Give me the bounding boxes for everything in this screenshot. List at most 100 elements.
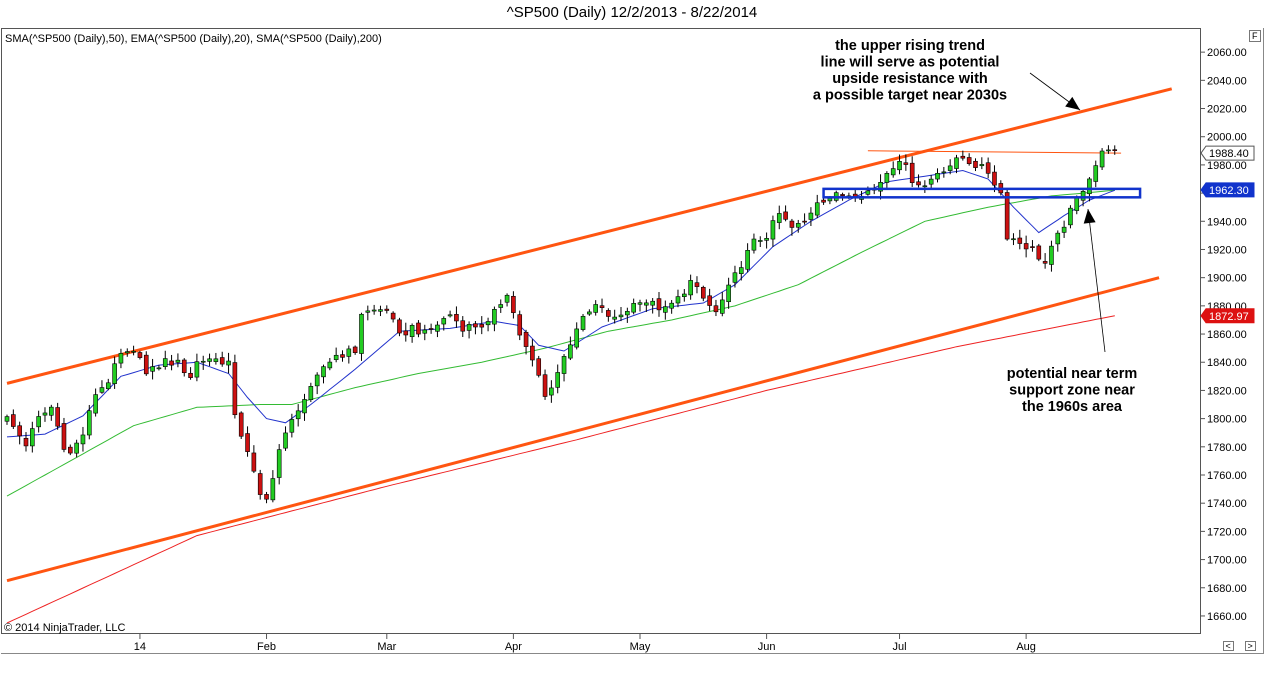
candle[interactable] [700,285,706,302]
candle[interactable] [878,174,883,200]
candle[interactable] [492,306,497,332]
candle[interactable] [466,321,472,339]
candle[interactable] [422,324,428,341]
candle[interactable] [656,292,662,317]
candle[interactable] [308,382,314,403]
candle[interactable] [289,413,295,438]
candle[interactable] [150,358,155,380]
candle[interactable] [650,298,655,314]
candle[interactable] [574,322,580,350]
candle[interactable] [719,291,725,317]
candle[interactable] [757,236,763,248]
candle[interactable] [1099,148,1105,171]
candle[interactable] [808,207,814,227]
candle[interactable] [409,323,415,343]
candle[interactable] [561,354,567,382]
candle[interactable] [973,158,978,172]
support-zone-rect[interactable] [822,187,1142,199]
candle[interactable] [903,154,909,171]
candle[interactable] [1042,253,1048,269]
candle[interactable] [1055,230,1061,252]
candle[interactable] [1023,235,1029,258]
candle[interactable] [783,205,788,222]
candle[interactable] [922,180,928,193]
candle[interactable] [314,372,320,395]
candle[interactable] [207,353,212,367]
candle[interactable] [321,364,326,384]
candle[interactable] [707,288,712,312]
candle[interactable] [517,310,523,341]
candle[interactable] [1011,233,1016,246]
candle[interactable] [359,312,364,361]
candle[interactable] [454,306,459,328]
candle[interactable] [966,153,972,166]
candle[interactable] [175,353,181,368]
candle[interactable] [93,388,98,417]
candle[interactable] [23,432,29,452]
candle[interactable] [213,352,219,365]
candle[interactable] [770,215,776,247]
candle[interactable] [416,320,421,338]
candle[interactable] [688,274,693,300]
candle[interactable] [270,470,276,503]
candle[interactable] [118,348,124,369]
candle[interactable] [1030,240,1035,252]
candle[interactable] [738,261,744,281]
candle[interactable] [593,300,598,316]
candle[interactable] [960,150,966,161]
candle[interactable] [302,393,307,421]
candle[interactable] [644,299,649,312]
candle[interactable] [188,367,193,380]
candle[interactable] [124,348,130,357]
candle[interactable] [55,402,60,430]
candle[interactable] [156,365,162,371]
candle[interactable] [1106,145,1111,154]
candle[interactable] [536,355,542,378]
candle[interactable] [523,329,529,355]
candle[interactable] [36,410,41,433]
candle[interactable] [732,265,738,288]
candle[interactable] [909,156,915,187]
candle[interactable] [428,323,434,334]
candle[interactable] [80,426,86,452]
candle[interactable] [555,364,561,394]
candle[interactable] [625,307,630,323]
candle[interactable] [890,161,896,178]
candle[interactable] [504,293,510,307]
candle[interactable] [954,154,959,174]
candle[interactable] [549,380,554,403]
candle[interactable] [726,277,731,309]
candle[interactable] [169,354,174,371]
candle[interactable] [200,355,206,370]
candle[interactable] [181,358,187,377]
candle[interactable] [795,219,801,233]
candle[interactable] [985,157,991,179]
upper-trend-line[interactable] [6,87,1173,385]
candle[interactable] [776,205,782,230]
candle[interactable] [473,321,478,335]
candle[interactable] [397,317,402,337]
candle[interactable] [162,350,168,370]
candle[interactable] [498,299,504,313]
candle[interactable] [264,491,269,504]
candle[interactable] [941,167,947,178]
candle[interactable] [42,407,48,422]
candle[interactable] [232,354,238,419]
candle[interactable] [447,310,453,318]
candle[interactable] [637,299,643,312]
scroll-left-button[interactable] [1223,641,1234,651]
candle[interactable] [1112,145,1118,155]
candle[interactable] [694,276,700,294]
candle[interactable] [68,444,73,456]
candle[interactable] [245,426,250,457]
candle[interactable] [675,289,681,308]
candle[interactable] [979,157,985,170]
candle[interactable] [568,336,573,361]
candle[interactable] [86,404,92,440]
candle[interactable] [713,299,719,317]
candle[interactable] [283,426,288,451]
candle[interactable] [226,352,231,374]
candle[interactable] [74,439,79,458]
candle[interactable] [580,313,586,332]
